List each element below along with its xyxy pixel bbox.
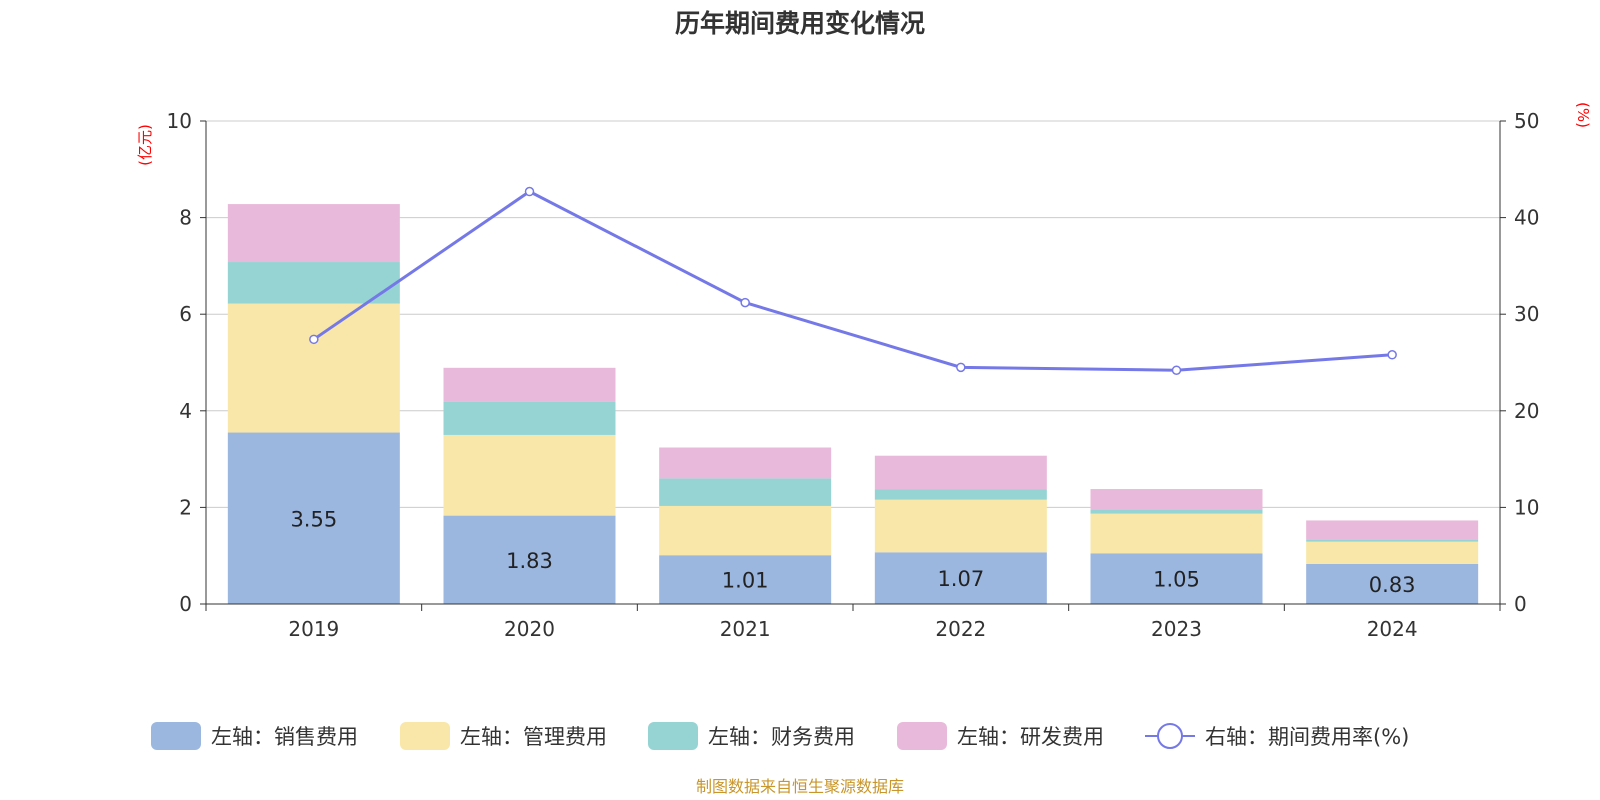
bar-segment <box>1306 541 1479 564</box>
x-tick-label: 2024 <box>1367 617 1418 641</box>
legend-item[interactable]: 左轴：销售费用 <box>151 722 358 750</box>
bar-segment <box>659 447 832 479</box>
legend-item[interactable]: 左轴：管理费用 <box>400 722 607 750</box>
bar-data-label: 1.07 <box>937 567 984 591</box>
legend-label: 左轴：管理费用 <box>460 725 607 749</box>
rate-point <box>1387 350 1397 360</box>
data-labels: 3.55 1.83 1.01 1.07 1.05 0.83 <box>290 507 1415 597</box>
bar-segment <box>1306 520 1479 540</box>
x-tick-label: 2021 <box>720 617 771 641</box>
left-tick-label: 2 <box>179 495 192 519</box>
left-tick-label: 8 <box>179 206 192 230</box>
bar-segment <box>227 262 400 304</box>
legend-item[interactable]: 左轴：财务费用 <box>648 722 855 750</box>
left-tick-label: 0 <box>179 592 192 616</box>
bar-data-label: 0.83 <box>1369 573 1416 597</box>
x-tick-label: 2023 <box>1151 617 1202 641</box>
rate-point <box>1171 365 1182 375</box>
bar-segment <box>227 432 400 604</box>
legend-item[interactable]: 左轴：研发费用 <box>897 722 1104 750</box>
right-tick-label: 0 <box>1514 592 1527 616</box>
legend-item[interactable]: 右轴：期间费用率(%) <box>1145 723 1409 749</box>
bar-data-label: 3.55 <box>290 507 337 531</box>
right-tick-label: 10 <box>1514 495 1539 519</box>
x-tick-label: 2019 <box>288 617 339 641</box>
right-axis-unit: (%) <box>1574 102 1592 128</box>
bar-segment <box>443 515 616 604</box>
legend-label: 右轴：期间费用率(%) <box>1205 725 1409 749</box>
legend-marker <box>1157 723 1183 749</box>
rate-line-path <box>312 189 1393 372</box>
bar-segment <box>874 499 1047 553</box>
left-tick-label: 10 <box>167 109 192 133</box>
bar-segment <box>874 455 1047 490</box>
bar-data-label: 1.05 <box>1153 568 1200 592</box>
legend-label: 左轴：研发费用 <box>957 725 1104 749</box>
axes: 0 2 4 6 8 10 0 10 20 30 40 50 (亿元) (%) 2019 2020 2021 202… <box>136 102 1592 641</box>
legend-label: 左轴：销售费用 <box>211 725 358 749</box>
bar-segment <box>659 555 832 604</box>
right-tick-label: 20 <box>1514 399 1539 423</box>
rate-line <box>309 186 1397 375</box>
rate-point <box>740 297 750 308</box>
legend[interactable]: 左轴：销售费用 左轴：管理费用 左轴：财务费用 左轴：研发费用 右轴：期间费用率(%) <box>151 722 1409 750</box>
bar-segment <box>1306 563 1479 604</box>
left-tick-label: 6 <box>179 302 192 326</box>
rate-point <box>956 362 966 373</box>
bar-segment <box>1306 539 1479 542</box>
grid-lines <box>206 120 1500 508</box>
legend-swatch <box>400 722 450 750</box>
left-axis-unit: (亿元) <box>136 124 154 166</box>
bar-segment <box>1090 513 1263 554</box>
bar-segment <box>659 478 832 506</box>
rate-point <box>524 186 535 197</box>
legend-label: 左轴：财务费用 <box>708 725 855 749</box>
left-tick-label: 4 <box>179 399 192 423</box>
bar-data-label: 1.83 <box>506 549 553 573</box>
x-tick-label: 2022 <box>935 617 986 641</box>
legend-swatch <box>151 722 201 750</box>
bar-segment <box>227 303 400 433</box>
bar-segment <box>1090 553 1263 604</box>
bar-segment <box>874 552 1047 604</box>
right-tick-label: 40 <box>1514 206 1539 230</box>
bar-segment <box>874 489 1047 500</box>
bar-segment <box>1090 509 1263 514</box>
bar-segment <box>1090 489 1263 510</box>
stacked-bars <box>227 204 1479 604</box>
right-tick-label: 30 <box>1514 302 1539 326</box>
bar-segment <box>443 434 616 516</box>
bar-data-label: 1.01 <box>722 569 769 593</box>
source-note: 制图数据来自恒生聚源数据库 <box>696 777 904 796</box>
x-tick-label: 2020 <box>504 617 555 641</box>
bar-segment <box>659 505 832 556</box>
right-tick-label: 50 <box>1514 109 1539 133</box>
chart-title: 历年期间费用变化情况 <box>675 9 925 38</box>
legend-swatch <box>897 722 947 750</box>
rate-point <box>309 334 319 345</box>
legend-swatch <box>648 722 698 750</box>
bar-segment <box>227 204 400 263</box>
bar-segment <box>443 367 616 402</box>
bar-segment <box>443 401 616 435</box>
